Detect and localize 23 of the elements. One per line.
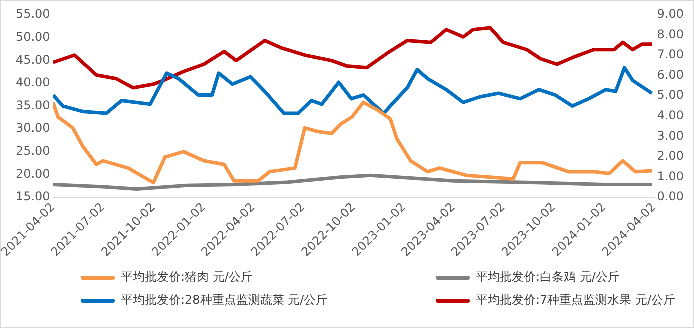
y-tick-label: 35.00: [16, 98, 50, 112]
y2-tick-label: 7.00: [657, 48, 684, 62]
y2-tick-label: 4.00: [657, 108, 684, 123]
y2-tick-label: 6.00: [657, 68, 684, 82]
y2-tick-label: 3.00: [657, 128, 684, 143]
y-tick-label: 15.00: [16, 190, 50, 204]
y2-tick-label: 8.00: [657, 27, 684, 42]
y2-tick-label: 5.00: [657, 88, 684, 102]
y-tick-label: 45.00: [16, 52, 50, 67]
y2-tick-label: 9.00: [657, 7, 684, 22]
y2-tick-label: 2.00: [657, 149, 684, 164]
legend-label: 平均批发价:猪肉 元/公斤: [121, 269, 253, 286]
y-tick-label: 30.00: [16, 121, 50, 136]
legend-label: 平均批发价:白条鸡 元/公斤: [476, 269, 620, 286]
legend-label: 平均批发价:7种重点监测水果 元/公斤: [476, 292, 676, 309]
legend-label: 平均批发价:28种重点监测蔬菜 元/公斤: [121, 292, 328, 309]
y2-tick-label: 1.00: [657, 169, 684, 184]
y2-tick-label: 0.00: [657, 190, 684, 204]
y-tick-label: 55.00: [16, 7, 50, 22]
y-tick-label: 50.00: [16, 30, 50, 44]
y-tick-label: 25.00: [16, 144, 50, 158]
y-tick-label: 20.00: [16, 166, 50, 181]
y-tick-label: 40.00: [16, 76, 50, 90]
